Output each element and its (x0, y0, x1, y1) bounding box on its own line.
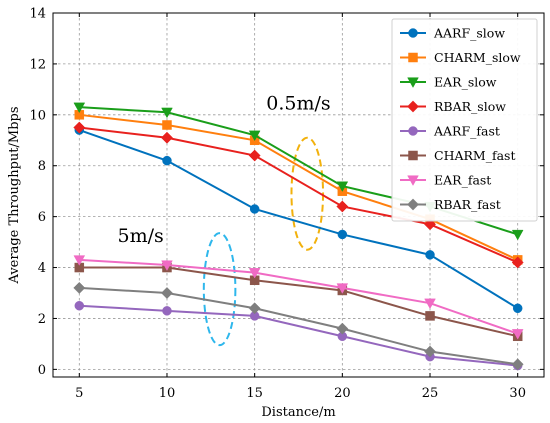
series-RBAR_fast (73, 281, 524, 371)
legend-item: RBAR_fast (400, 197, 501, 212)
legend-box (391, 18, 538, 222)
data-point (424, 298, 436, 310)
data-point (249, 204, 260, 214)
y-tick-label: 6 (38, 210, 46, 225)
data-point (161, 260, 173, 271)
annotation-label: 5m/s (118, 225, 164, 247)
y-axis-label: Average Throughput/Mbps (7, 106, 22, 284)
legend-marker (408, 28, 418, 38)
series-CHARM_fast (74, 262, 523, 342)
legend-item: CHARM_slow (400, 50, 521, 65)
data-point (511, 329, 524, 340)
annotation-ellipse (202, 232, 237, 347)
data-point (162, 306, 172, 316)
legend-item: AARF_fast (400, 124, 500, 139)
x-tick-label: 15 (246, 386, 263, 401)
data-point (161, 131, 173, 144)
data-point (336, 322, 349, 335)
legend-marker (407, 175, 419, 186)
legend-item: AARF_slow (400, 26, 505, 41)
data-point (425, 311, 435, 321)
series-line (79, 126, 519, 264)
legend-item: EAR_fast (400, 173, 491, 188)
data-point (511, 256, 524, 269)
x-tick-label: 25 (422, 386, 439, 401)
series-line (79, 304, 518, 367)
y-tick-label: 8 (38, 159, 46, 174)
legend-label: RBAR_slow (434, 99, 506, 114)
legend-label: CHARM_slow (434, 50, 521, 65)
legend-marker (408, 126, 418, 136)
y-tick-label: 10 (29, 108, 46, 123)
data-point (162, 120, 172, 130)
y-tick-label: 4 (38, 261, 46, 276)
data-point (336, 181, 349, 193)
data-point (73, 121, 86, 134)
x-tick-label: 5 (75, 386, 83, 401)
series-EAR_fast (73, 255, 524, 340)
series-line (79, 286, 518, 366)
legend: AARF_slow CHARM_slow EAR_slow RBAR_slow AARF… (391, 18, 538, 222)
data-point (162, 155, 172, 166)
annotations (202, 136, 325, 347)
series-line (79, 258, 519, 335)
legend-marker (408, 52, 418, 63)
data-point (73, 255, 86, 266)
annotation-ellipse (290, 136, 325, 251)
plot-frame (52, 12, 545, 378)
series-RBAR_slow (73, 121, 524, 269)
legend-item: EAR_slow (400, 75, 497, 90)
legend-label: RBAR_fast (434, 197, 501, 212)
data-point (424, 345, 436, 358)
series-line (79, 113, 519, 261)
legend-item: CHARM_fast (400, 148, 515, 163)
annotation-label: 0.5m/s (266, 93, 330, 115)
data-point (512, 303, 523, 314)
legend-marker (407, 198, 419, 211)
data-point (425, 250, 435, 260)
data-point (336, 283, 349, 294)
legend-marker (407, 100, 419, 113)
data-point (248, 149, 261, 162)
series-line (78, 129, 519, 310)
legend-label: CHARM_fast (434, 148, 515, 163)
legend-marker (408, 150, 418, 161)
data-point (161, 287, 173, 299)
legend-marker (407, 77, 419, 88)
y-tick-label: 0 (38, 363, 46, 378)
legend-label: AARF_fast (433, 124, 500, 139)
ticks: 5 10 15 20 25 30 0 2 4 6 8 10 12 14 (29, 7, 544, 401)
legend-label: EAR_slow (434, 75, 497, 90)
data-point (73, 281, 86, 294)
legend-label: AARF_slow (433, 26, 505, 41)
y-tick-label: 2 (38, 312, 46, 327)
x-tick-label: 30 (509, 386, 526, 401)
x-tick-label: 10 (159, 386, 176, 401)
y-tick-label: 12 (29, 57, 46, 72)
data-point (336, 200, 349, 213)
y-tick-label: 14 (29, 7, 46, 22)
data-point (511, 229, 524, 241)
series-line (79, 266, 518, 338)
x-axis-label: Distance/m (261, 405, 335, 420)
data-point (511, 358, 524, 371)
data-point (248, 302, 261, 315)
legend-label: EAR_fast (434, 173, 491, 188)
data-point (73, 102, 86, 114)
data-point (74, 300, 85, 311)
legend-item: RBAR_slow (400, 99, 506, 114)
data-point (248, 130, 261, 142)
data-point (161, 107, 173, 119)
data-point (248, 268, 261, 279)
x-tick-label: 20 (334, 386, 351, 401)
data-point (337, 229, 348, 240)
